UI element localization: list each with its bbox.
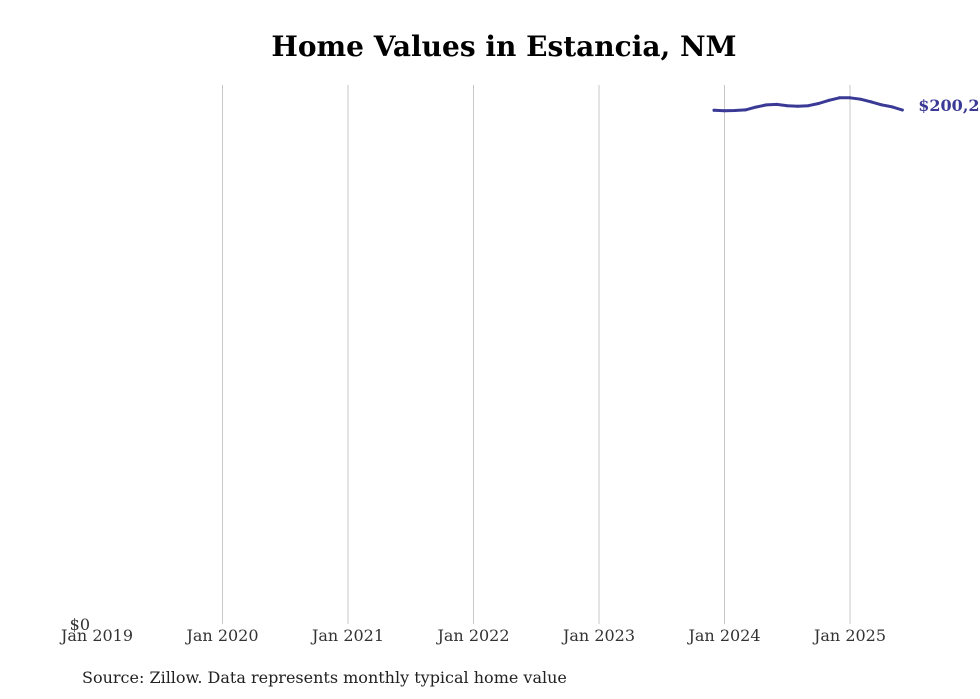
data-point-2024-03 <box>743 108 747 112</box>
x-tick-label-jan-2019: Jan 2019 <box>59 626 133 645</box>
data-point-2024-01 <box>723 109 726 113</box>
x-tick-label-jan-2023: Jan 2023 <box>561 626 635 645</box>
x-tick-label-jan-2021: Jan 2021 <box>310 626 384 645</box>
x-tick-label-jan-2020: Jan 2020 <box>184 626 258 645</box>
source-note: Source: Zillow. Data represents monthly … <box>82 668 567 687</box>
data-point-2025-03 <box>869 100 873 104</box>
data-point-2025-01 <box>848 96 852 100</box>
x-tick-label-jan-2024: Jan 2024 <box>686 626 760 645</box>
gridlines <box>222 85 851 624</box>
data-point-2023-12 <box>712 108 716 112</box>
series-layer: $200,2 <box>712 96 980 115</box>
data-point-2024-02 <box>733 109 737 112</box>
data-point-2024-12 <box>838 96 841 100</box>
y-tick-label-0: $0 <box>70 615 90 634</box>
x-tick-label-jan-2025: Jan 2025 <box>812 626 886 645</box>
data-point-2024-10 <box>817 102 821 105</box>
data-point-2024-11 <box>827 98 831 102</box>
end-value-label: $200,2 <box>918 96 979 115</box>
data-point-2024-08 <box>796 104 800 108</box>
data-point-2025-06 <box>900 108 904 112</box>
chart-title: Home Values in Estancia, NM <box>271 30 737 63</box>
data-point-2025-04 <box>879 103 883 107</box>
data-point-2024-07 <box>785 104 789 108</box>
data-point-2024-05 <box>764 103 768 107</box>
data-point-2024-09 <box>806 104 810 108</box>
data-point-2024-06 <box>775 102 779 106</box>
x-tick-label-jan-2022: Jan 2022 <box>435 626 509 645</box>
data-point-2025-05 <box>890 105 894 109</box>
data-point-2025-02 <box>859 97 862 101</box>
x-axis-ticks: Jan 2019 Jan 2020 Jan 2021 Jan 2022 Jan 2023… <box>59 626 886 645</box>
y-axis-ticks: $0 <box>70 615 90 634</box>
data-point-2024-04 <box>754 105 758 109</box>
